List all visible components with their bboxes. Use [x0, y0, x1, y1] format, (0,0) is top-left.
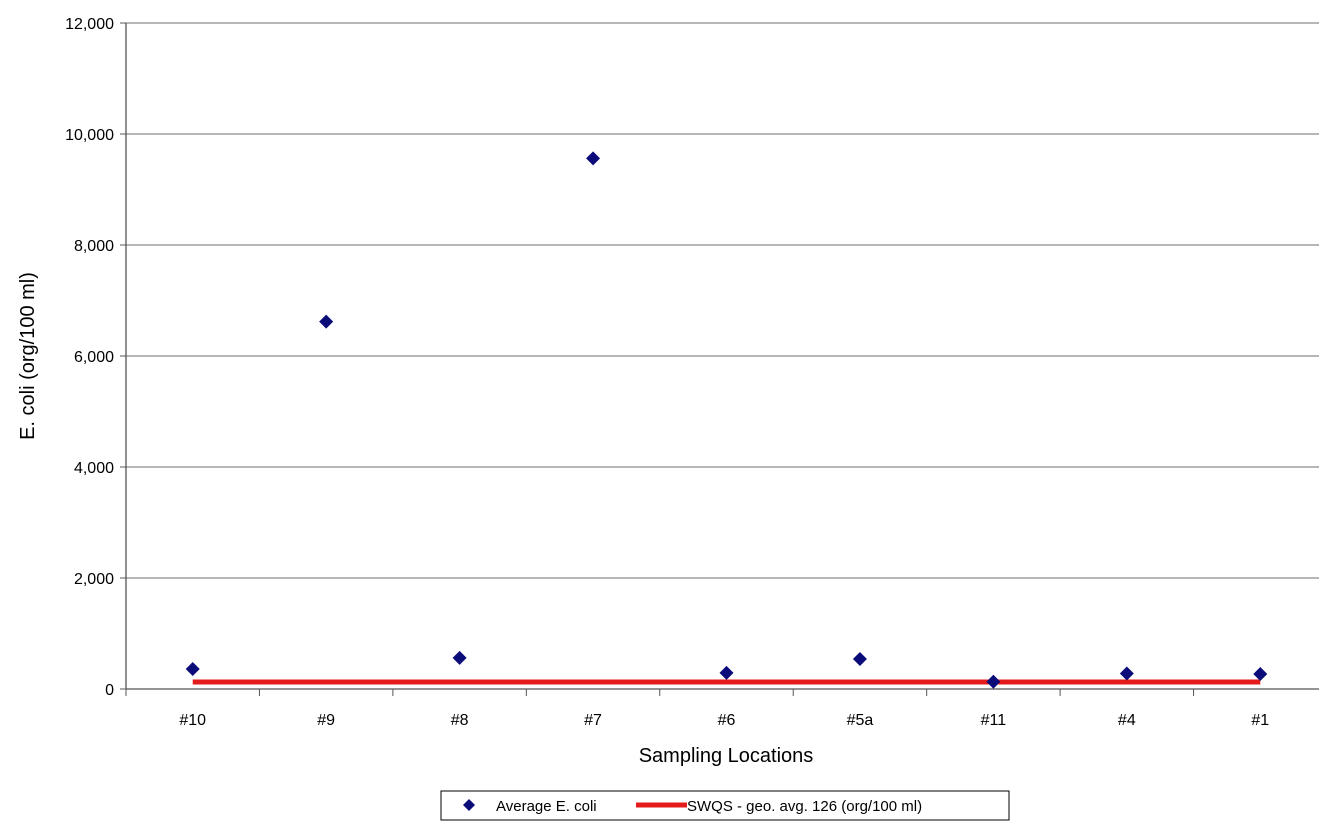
x-tick-label: #10: [179, 712, 206, 729]
legend-item-average-ecoli: Average E. coli: [463, 798, 597, 815]
x-tick-label: #1: [1251, 712, 1269, 729]
data-point-average-ecoli: [452, 650, 467, 665]
legend-box: [440, 790, 1010, 821]
data-point-average-ecoli: [852, 652, 867, 667]
legend-label-average-ecoli: Average E. coli: [496, 798, 597, 815]
x-axis-title: Sampling Locations: [639, 745, 814, 767]
y-axis-title: E. coli (org/100 ml): [17, 272, 39, 440]
y-tick-label: 10,000: [65, 127, 114, 144]
x-tick-label: #5a: [847, 712, 874, 729]
diamond-marker-icon: [463, 799, 475, 811]
gridlines: [126, 22, 1319, 579]
x-tick-label: #8: [451, 712, 469, 729]
legend-label-swqs: SWQS - geo. avg. 126 (org/100 ml): [687, 798, 922, 815]
y-tick-label: 2,000: [74, 571, 114, 588]
x-tick-label: #4: [1118, 712, 1136, 729]
x-tick-label: #9: [317, 712, 335, 729]
y-tick-label: 4,000: [74, 460, 114, 477]
x-tick-label: #11: [981, 712, 1007, 729]
legend: Average E. coli SWQS - geo. avg. 126 (or…: [440, 790, 1010, 821]
x-tick-label: #7: [584, 712, 602, 729]
y-tick-labels: 0 2,000 4,000 6,000 8,000 10,000 12,000: [65, 16, 114, 699]
data-point-average-ecoli: [719, 665, 734, 680]
y-tick-label: 0: [105, 682, 114, 699]
data-point-average-ecoli: [1119, 666, 1134, 681]
data-point-average-ecoli: [319, 314, 334, 329]
data-point-average-ecoli: [185, 662, 200, 677]
y-tick-label: 8,000: [74, 238, 114, 255]
y-tick-label: 6,000: [74, 349, 114, 366]
y-tick-label: 12,000: [65, 16, 114, 33]
plot-series: [185, 151, 1268, 689]
x-tick-label: #6: [718, 712, 736, 729]
legend-item-swqs: SWQS - geo. avg. 126 (org/100 ml): [636, 798, 922, 815]
data-point-average-ecoli: [586, 151, 601, 166]
data-point-average-ecoli: [1253, 667, 1268, 682]
axes: [120, 22, 1319, 696]
x-tick-labels: #10 #9 #8 #7 #6 #5a #11 #4 #1: [179, 712, 1269, 729]
data-point-average-ecoli: [986, 674, 1001, 689]
